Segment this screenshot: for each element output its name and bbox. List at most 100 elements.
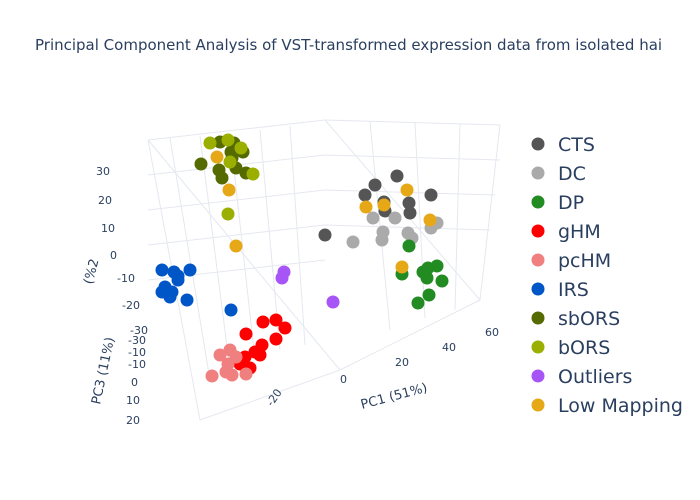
- legend-label[interactable]: gHM: [558, 221, 601, 243]
- data-point-bors: [234, 141, 248, 155]
- data-point-irs: [163, 290, 177, 304]
- data-point-cts: [403, 206, 417, 220]
- legend-label[interactable]: DP: [558, 192, 584, 214]
- z-tick-label: -30: [130, 324, 148, 337]
- x-axis-ticks: 0 20 40 60: [340, 326, 499, 386]
- z-tick-label: 0: [131, 376, 138, 389]
- left-tick-label: -20: [122, 299, 140, 312]
- x-tick-label: 40: [442, 341, 456, 354]
- data-point-dc: [375, 233, 389, 247]
- data-point-dp: [422, 288, 436, 302]
- legend-label[interactable]: pcHM: [558, 250, 611, 272]
- data-point-outliers: [326, 295, 340, 309]
- data-point-dc: [366, 211, 380, 225]
- data-point-irs: [180, 293, 194, 307]
- left-axis-ticks: 30 20 10 0 -10 -20: [96, 165, 140, 312]
- data-point-pchm: [219, 365, 233, 379]
- x-axis-title: PC1 (51%): [359, 381, 429, 413]
- data-point-dp: [411, 296, 425, 310]
- left-tick-label: -10: [117, 272, 135, 285]
- legend-marker[interactable]: [531, 340, 545, 354]
- data-point-low-mapping: [210, 150, 224, 164]
- data-point-bors: [221, 133, 235, 147]
- left-tick-label: 10: [101, 222, 115, 235]
- data-point-dp: [435, 274, 449, 288]
- scatter-points: [155, 133, 449, 383]
- left-tick-label: 30: [96, 165, 110, 178]
- legend-label[interactable]: CTS: [558, 134, 595, 156]
- legend-marker[interactable]: [531, 195, 545, 209]
- data-point-dc: [388, 211, 402, 225]
- data-point-cts: [358, 188, 372, 202]
- data-point-bors: [246, 167, 260, 181]
- legend-marker[interactable]: [531, 398, 545, 412]
- legend-marker[interactable]: [531, 253, 545, 267]
- chart-title: Principal Component Analysis of VST-tran…: [35, 36, 662, 54]
- z-axis-title: PC3 (11%): [89, 336, 118, 406]
- z-tick-label: 10: [126, 394, 140, 407]
- legend-marker[interactable]: [531, 282, 545, 296]
- left-tick-label: 0: [110, 249, 117, 262]
- data-point-cts: [390, 169, 404, 183]
- data-point-low-mapping: [423, 213, 437, 227]
- data-point-irs: [183, 263, 197, 277]
- data-point-low-mapping: [229, 239, 243, 253]
- data-point-low-mapping: [359, 200, 373, 214]
- z-tick-label: -30: [128, 334, 146, 347]
- data-point-ghm: [278, 321, 292, 335]
- data-point-cts: [424, 188, 438, 202]
- data-point-low-mapping: [395, 260, 409, 274]
- x-tick-label: 60: [485, 326, 499, 339]
- data-point-ghm: [253, 348, 267, 362]
- left-tick-label: 20: [98, 194, 112, 207]
- data-point-ghm: [256, 315, 270, 329]
- data-point-low-mapping: [222, 183, 236, 197]
- legend-label[interactable]: DC: [558, 163, 586, 185]
- data-point-irs: [155, 263, 169, 277]
- data-point-sbors: [194, 157, 208, 171]
- x-tick-label: 0: [340, 373, 347, 386]
- legend-label[interactable]: sbORS: [558, 308, 620, 330]
- data-point-bors: [223, 155, 237, 169]
- y-tick-label: -20: [264, 387, 285, 409]
- data-point-pchm: [205, 369, 219, 383]
- data-point-ghm: [239, 327, 253, 341]
- z-tick-label: -10: [128, 346, 146, 359]
- legend-marker[interactable]: [531, 137, 545, 151]
- legend-marker[interactable]: [531, 311, 545, 325]
- data-point-irs: [171, 273, 185, 287]
- data-point-pchm: [213, 348, 227, 362]
- data-point-irs: [224, 303, 238, 317]
- z-tick-label: 20: [126, 414, 140, 427]
- legend-label[interactable]: Outliers: [558, 366, 632, 388]
- legend-label[interactable]: IRS: [558, 279, 589, 301]
- x-tick-label: 20: [395, 356, 409, 369]
- data-point-low-mapping: [377, 198, 391, 212]
- left-axis-title: (%2: [81, 257, 102, 286]
- data-point-sbors: [224, 145, 238, 159]
- data-point-dp: [420, 271, 434, 285]
- z-axis-ticks: -30 -30 -10 -10 0 10 20: [126, 324, 148, 427]
- data-point-ghm: [269, 332, 283, 346]
- data-point-cts: [318, 228, 332, 242]
- data-point-dp: [430, 259, 444, 273]
- data-point-cts: [402, 196, 416, 210]
- legend-label[interactable]: bORS: [558, 337, 610, 359]
- data-point-dc: [346, 235, 360, 249]
- data-point-cts: [368, 178, 382, 192]
- legend-marker[interactable]: [531, 224, 545, 238]
- data-point-pchm: [239, 367, 253, 381]
- data-point-bors: [203, 136, 217, 150]
- data-point-low-mapping: [400, 183, 414, 197]
- z-tick-label: -10: [128, 358, 146, 371]
- data-point-outliers: [275, 271, 289, 285]
- legend-marker[interactable]: [531, 369, 545, 383]
- legend-label[interactable]: Low Mapping: [558, 395, 683, 417]
- data-point-ghm: [269, 313, 283, 327]
- legend-marker[interactable]: [531, 166, 545, 180]
- data-point-dp: [402, 239, 416, 253]
- data-point-bors: [221, 207, 235, 221]
- legend: CTS DC DP gHM pcHM IRS sbORS bORS Outliers Low Ma…: [531, 134, 683, 417]
- data-point-sbors: [215, 171, 229, 185]
